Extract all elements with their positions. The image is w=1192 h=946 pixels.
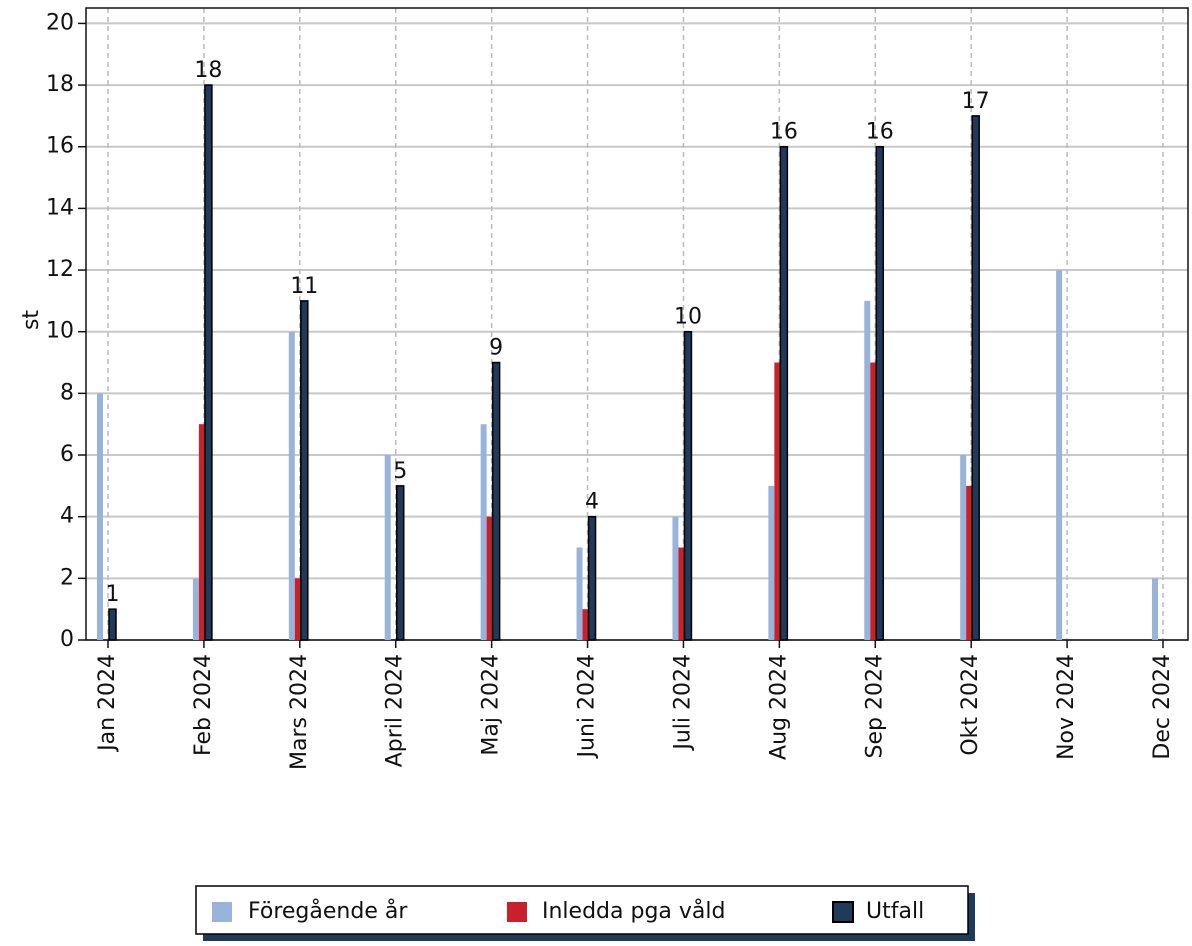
bar [864,300,871,640]
legend-box [195,885,969,935]
bar [582,609,589,640]
data-label: 11 [290,274,318,299]
data-label: 17 [962,89,990,114]
bar [870,362,877,640]
bar [768,485,775,640]
bar [198,424,205,640]
bar [683,330,693,641]
y-tick-label: 8 [60,380,74,405]
data-label: 9 [489,336,503,361]
bar [672,516,679,640]
x-tick-label: Juni 2024 [575,654,600,759]
x-tick-label: Nov 2024 [1054,654,1079,760]
bar [875,145,885,641]
bar [395,485,405,641]
bar [288,331,295,640]
bar [587,515,597,641]
data-label: 16 [770,120,798,145]
bar [192,578,199,640]
bar [960,455,967,640]
bar [384,455,391,640]
bar [678,547,685,640]
legend-swatch [212,902,232,922]
legend-label: Utfall [866,899,924,924]
bar [971,115,980,641]
bar [97,393,103,640]
bar [779,145,789,641]
y-tick-label: 10 [46,319,74,344]
x-tick-label: Maj 2024 [479,654,504,756]
data-label: 10 [674,305,702,330]
data-label: 18 [194,58,222,83]
x-tick-label: Dec 2024 [1150,654,1175,760]
bar [204,84,213,641]
x-tick-label: April 2024 [383,654,408,767]
y-tick-label: 16 [46,134,74,159]
bar [300,300,309,641]
y-tick-label: 4 [60,504,74,529]
bar [774,362,781,640]
bar [294,578,301,640]
y-tick-label: 2 [60,565,74,590]
legend-swatch [832,901,854,923]
bar [486,516,493,640]
y-tick-label: 18 [46,72,74,97]
bar [1056,270,1063,640]
bar [491,361,501,641]
x-tick-label: Sep 2024 [862,654,887,758]
data-label: 1 [106,582,120,607]
legend-label: Föregående år [248,898,408,924]
y-tick-label: 20 [46,10,74,35]
x-tick-label: Feb 2024 [191,654,216,756]
plot-area [86,8,1188,640]
x-tick-label: Aug 2024 [766,654,791,760]
data-label: 4 [585,490,599,515]
data-label: 16 [866,120,894,145]
y-tick-label: 14 [46,195,74,220]
data-label: 5 [393,459,407,484]
y-tick-label: 12 [46,257,74,282]
bar [1152,578,1158,640]
legend-label: Inledda pga våld [542,898,725,924]
plot-frame [85,7,1189,641]
bar [108,608,117,641]
y-tick-label: 0 [60,627,74,652]
bar [480,424,487,640]
bar [576,547,583,640]
y-tick-label: 6 [60,442,74,467]
x-tick-label: Juli 2024 [670,654,695,752]
bar [966,485,973,640]
legend-swatch [507,902,527,922]
y-axis-label: st [19,310,44,330]
x-tick-label: Mars 2024 [287,654,312,770]
x-tick-label: Jan 2024 [95,654,120,753]
x-tick-label: Okt 2024 [958,654,983,756]
